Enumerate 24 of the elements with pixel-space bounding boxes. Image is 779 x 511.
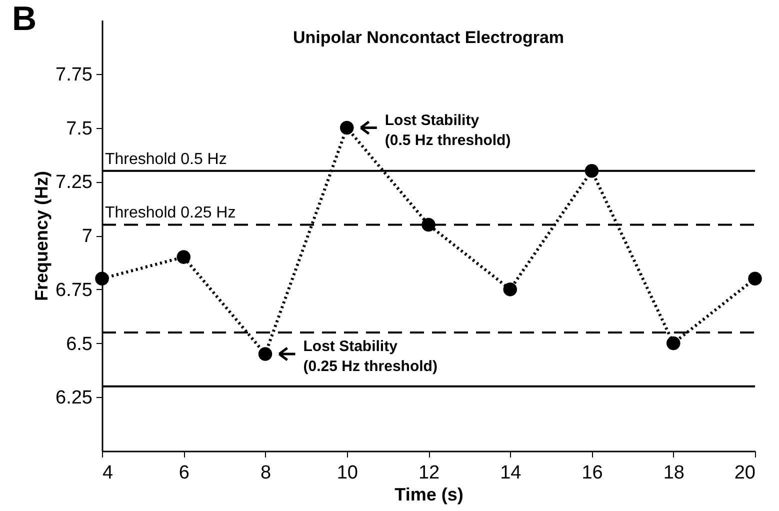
ref-line-label: Threshold 0.25 Hz [105,204,236,222]
x-tick-label: 16 [582,462,603,484]
chart-title: Unipolar Noncontact Electrogram [292,28,564,47]
x-tick-label: 4 [102,462,114,484]
x-tick-label: 14 [500,462,522,484]
y-tick-label: 6.25 [56,388,92,409]
x-tick-label: 10 [336,462,358,484]
x-tick-label: 12 [418,462,440,484]
y-tick-label: 7.75 [56,64,92,86]
x-tick-label: 18 [663,462,684,484]
y-tick-label: 6.5 [66,334,92,355]
y-tick-label: 7 [82,226,92,247]
x-tick-label: 8 [260,462,272,484]
y-tick-label: 7.25 [56,172,92,194]
y-tick-label: 6.75 [56,280,92,301]
annotation: Lost Stability (0.25 Hz threshold) [303,338,438,376]
y-axis-title: Frequency (Hz) [32,170,52,302]
x-tick-label: 20 [734,462,756,484]
x-tick-label: 6 [178,462,190,484]
text: B [12,0,37,38]
y-tick-label: 7.5 [66,118,92,140]
ref-line-label: Threshold 0.5 Hz [105,150,227,168]
annotation: Lost Stability (0.5 Hz threshold) [384,112,511,149]
x-axis-title: Time (s) [394,484,464,504]
